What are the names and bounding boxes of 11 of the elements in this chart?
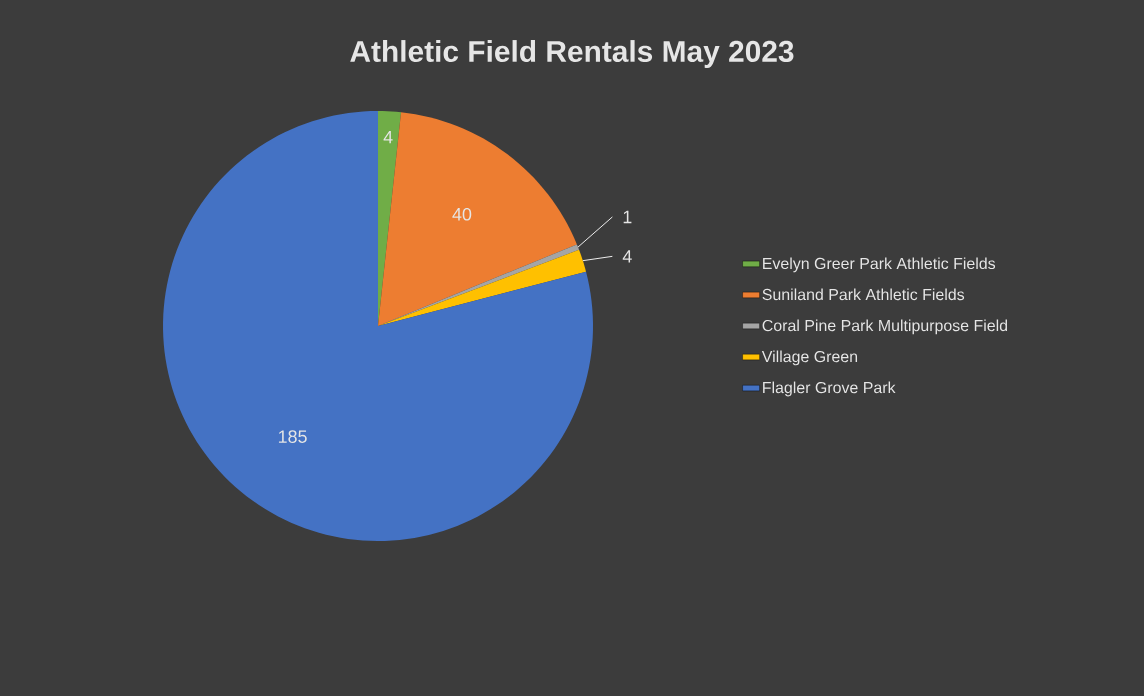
data-label: 1 [623,210,632,224]
legend-label: Coral Pine Park Multipurpose Field [762,319,1008,335]
data-label: 40 [452,207,472,221]
legend-label: Flagler Grove Park [763,381,896,397]
data-label: 4 [383,130,393,144]
legend-label: Village Green [761,350,858,366]
legend-label: Evelyn Greer Park Athletic Fields [763,257,996,273]
data-label: 185 [278,430,307,443]
data-label: 4 [622,250,632,263]
chart-title: Athletic Field Rentals May 2023 [350,40,794,68]
legend-label: Suniland Park Athletic Fields [762,288,965,301]
